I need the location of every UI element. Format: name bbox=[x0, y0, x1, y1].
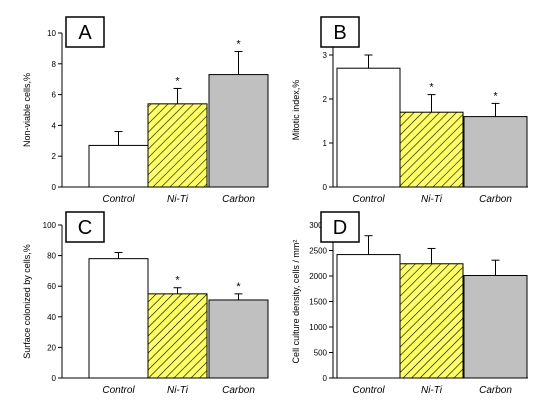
bar-carbon bbox=[208, 74, 269, 188]
category-label: Ni-Ti bbox=[167, 194, 189, 205]
significance-marker: * bbox=[236, 281, 241, 293]
bar-control bbox=[88, 258, 149, 379]
bar-control bbox=[336, 254, 401, 379]
panel-d: 0 500 1000 1500 2000 2500 3000 Control Ni-Ti Carb… bbox=[291, 211, 528, 396]
y-tick-label: 8 bbox=[52, 60, 57, 69]
panel-label-box bbox=[65, 211, 105, 243]
y-axis-title: Surface colonized by cells,% bbox=[22, 244, 32, 359]
y-tick-label: 60 bbox=[47, 282, 56, 291]
panel-label: B bbox=[333, 22, 346, 44]
bar-control bbox=[336, 67, 401, 188]
category-label: Carbon bbox=[222, 194, 255, 205]
y-tick-label: 4 bbox=[52, 121, 57, 130]
panel-label: A bbox=[78, 22, 92, 44]
panel-c: 0 20 40 60 80 100 Control * Ni-Ti * Carbon Surface … bbox=[22, 211, 269, 396]
y-tick-label: 0 bbox=[323, 183, 328, 192]
category-label: Control bbox=[352, 385, 385, 396]
category-label: Ni-Ti bbox=[421, 385, 443, 396]
bar-ni-ti bbox=[147, 293, 208, 379]
panel-label: D bbox=[333, 217, 347, 239]
panel-label-box bbox=[65, 16, 105, 48]
y-tick-label: 3000 bbox=[309, 221, 327, 230]
y-tick-label: 500 bbox=[314, 349, 328, 358]
category-label: Carbon bbox=[479, 194, 512, 205]
y-tick-label: 2 bbox=[52, 152, 57, 161]
y-tick-label: 100 bbox=[43, 221, 57, 230]
bar-carbon bbox=[463, 274, 528, 379]
category-label: Control bbox=[102, 385, 135, 396]
y-axis-title: Cell culture density, cells / mm² bbox=[291, 240, 301, 364]
significance-marker: * bbox=[236, 38, 241, 50]
panel-label-box bbox=[320, 16, 360, 48]
y-tick-label: 0 bbox=[52, 374, 57, 383]
category-label: Ni-Ti bbox=[167, 385, 189, 396]
panel-label: C bbox=[78, 217, 92, 239]
bar-ni-ti bbox=[399, 263, 464, 379]
bar-ni-ti bbox=[399, 111, 464, 188]
y-axis-title: Non-viable cells,% bbox=[22, 73, 32, 147]
category-label: Control bbox=[352, 194, 385, 205]
significance-marker: * bbox=[429, 82, 434, 94]
significance-marker: * bbox=[493, 90, 498, 102]
y-tick-label: 1500 bbox=[309, 298, 327, 307]
y-tick-label: 0 bbox=[52, 183, 57, 192]
y-tick-label: 2000 bbox=[309, 272, 327, 281]
bar-carbon bbox=[463, 116, 528, 188]
y-tick-label: 40 bbox=[47, 313, 56, 322]
y-tick-label: 2500 bbox=[309, 247, 327, 256]
bar-carbon bbox=[208, 299, 269, 379]
y-axis-title: Mitotic index,% bbox=[291, 80, 301, 141]
category-label: Control bbox=[102, 194, 135, 205]
significance-marker: * bbox=[175, 75, 180, 87]
y-tick-label: 1000 bbox=[309, 323, 327, 332]
y-tick-label: 1 bbox=[323, 139, 328, 148]
y-tick-label: 80 bbox=[47, 252, 56, 261]
category-label: Ni-Ti bbox=[421, 194, 443, 205]
category-label: Carbon bbox=[479, 385, 512, 396]
panel-b: 0 1 2 3 Control * Ni-Ti * Carbon Mitotic index,% B bbox=[291, 16, 528, 205]
panel-label-box bbox=[320, 211, 360, 243]
y-tick-label: 10 bbox=[47, 29, 56, 38]
category-label: Carbon bbox=[222, 385, 255, 396]
bar-ni-ti bbox=[147, 103, 208, 188]
y-tick-label: 20 bbox=[47, 343, 56, 352]
y-tick-label: 0 bbox=[323, 374, 328, 383]
panel-a: 0 2 4 6 8 10 Control * Ni-Ti * Carbon Non-viable ce… bbox=[22, 16, 269, 205]
bar-control bbox=[88, 144, 149, 188]
y-tick-label: 6 bbox=[52, 91, 57, 100]
y-tick-label: 2 bbox=[323, 95, 328, 104]
significance-marker: * bbox=[175, 275, 180, 287]
y-tick-label: 3 bbox=[323, 51, 328, 60]
